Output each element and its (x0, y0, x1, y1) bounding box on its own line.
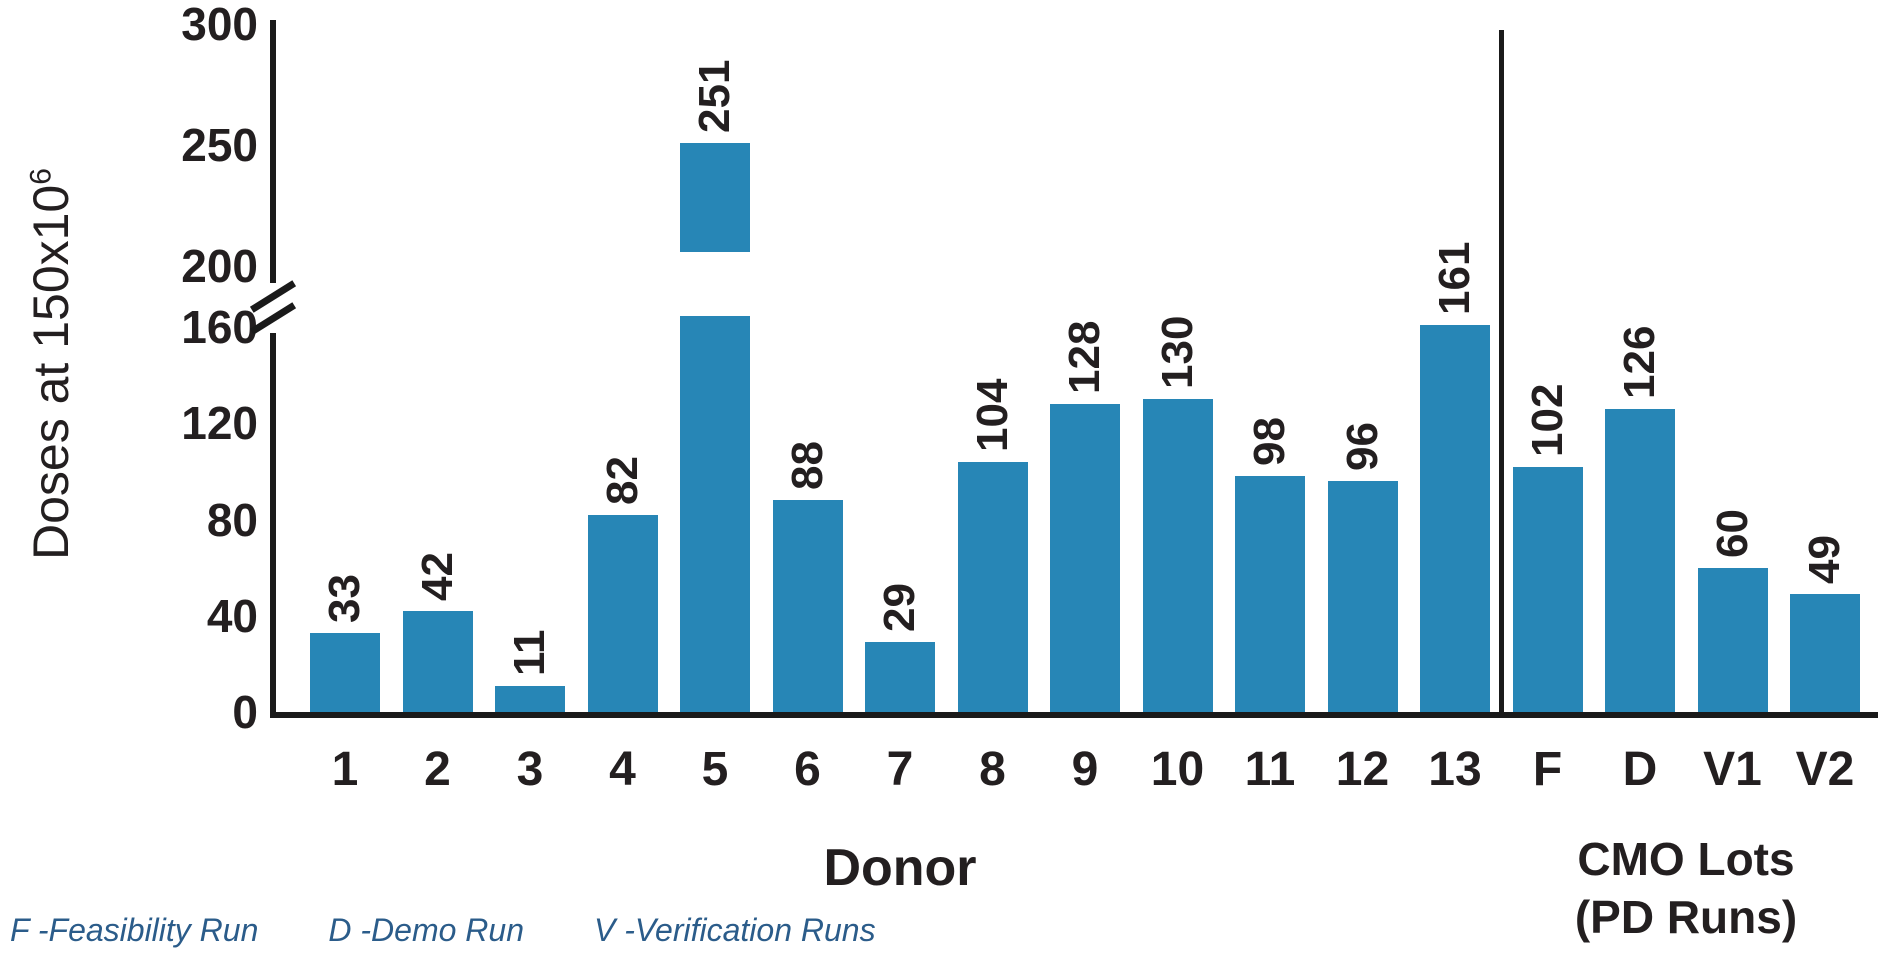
bar-F (1512, 466, 1583, 712)
x-tick-label-2: 2 (424, 743, 451, 796)
value-label-10: 130 (1152, 315, 1202, 390)
x-tick-label-F: F (1532, 743, 1563, 796)
bar-11 (1235, 476, 1305, 712)
bar-5 (680, 142, 750, 712)
x-tick-label-D: D (1622, 743, 1658, 796)
value-label-3: 11 (505, 629, 554, 676)
bar-V2 (1790, 594, 1860, 712)
legend-item-verification: V -Verification Runs (593, 912, 876, 948)
x-tick-label-11: 11 (1244, 743, 1296, 796)
legend-item-demo: D -Demo Run (328, 912, 524, 948)
value-label-8: 104 (967, 378, 1017, 452)
legend: F -Feasibility Run D -Demo Run V -Verifi… (10, 912, 876, 949)
x-tick-label-12: 12 (1335, 743, 1390, 796)
x-tick-label-3: 3 (516, 743, 544, 796)
y-tick-label-0: 0 (232, 686, 258, 738)
value-label-7: 29 (875, 583, 924, 633)
value-label-13: 161 (1430, 241, 1479, 315)
value-label-1: 33 (320, 573, 369, 623)
x-tick-label-5: 5 (701, 743, 729, 796)
x-tick-label-4: 4 (609, 743, 636, 796)
x-axis-title-cmo-line1: CMO Lots (1577, 833, 1795, 885)
x-tick-label-V2: V2 (1795, 743, 1855, 796)
x-tick-label-13: 13 (1428, 743, 1482, 796)
bar-12 (1327, 481, 1398, 712)
legend-item-feasibility: F -Feasibility Run (10, 912, 259, 948)
bar-1 (310, 632, 380, 712)
bar-7 (865, 642, 935, 712)
group-divider-line (1498, 30, 1504, 712)
y-tick-label-40: 40 (206, 589, 258, 642)
value-label-2: 42 (412, 551, 462, 601)
x-tick-label-V1: V1 (1703, 743, 1762, 796)
value-label-V2: 49 (1800, 535, 1849, 585)
bar-6 (772, 500, 843, 712)
x-tick-label-9: 9 (1071, 743, 1099, 796)
x-tick-label-10: 10 (1150, 743, 1205, 796)
value-label-4: 82 (597, 455, 647, 505)
x-tick-label-1: 1 (331, 743, 359, 796)
bar-13 (1420, 324, 1490, 712)
x-tick-label-7: 7 (886, 743, 914, 796)
bar-D (1605, 408, 1675, 712)
value-label-9: 128 (1060, 320, 1109, 395)
bar-V1 (1697, 567, 1768, 712)
x-tick-label-6: 6 (794, 743, 821, 796)
bar-3 (495, 685, 565, 712)
y-tick-label-300: 300 (181, 0, 258, 50)
x-axis-line (270, 712, 1878, 718)
x-axis-title-donor: Donor (823, 839, 977, 897)
y-axis-line (270, 20, 276, 718)
value-label-11: 98 (1245, 417, 1294, 467)
bar-4 (587, 514, 658, 712)
value-label-F: 102 (1522, 383, 1572, 457)
y-tick-label-80: 80 (206, 493, 258, 546)
y-tick-label-250: 250 (181, 119, 258, 171)
bar-break-gap-5 (678, 252, 752, 316)
value-label-12: 96 (1337, 422, 1387, 472)
y-tick-label-200: 200 (181, 240, 258, 292)
bar-8 (957, 461, 1028, 712)
value-label-5: 251 (690, 59, 739, 133)
y-tick-label-160: 160 (181, 301, 258, 354)
bar-9 (1050, 404, 1120, 712)
value-label-V1: 60 (1707, 508, 1757, 558)
bar-2 (402, 610, 473, 712)
value-label-D: 126 (1615, 325, 1664, 399)
y-tick-label-120: 120 (181, 397, 258, 450)
value-label-6: 88 (782, 441, 832, 491)
x-axis-title-cmo-line2: (PD Runs) (1574, 891, 1798, 943)
bar-10 (1142, 399, 1213, 712)
x-tick-label-8: 8 (979, 743, 1006, 796)
x-axis-title-cmo: CMO Lots (PD Runs) (1536, 830, 1836, 946)
